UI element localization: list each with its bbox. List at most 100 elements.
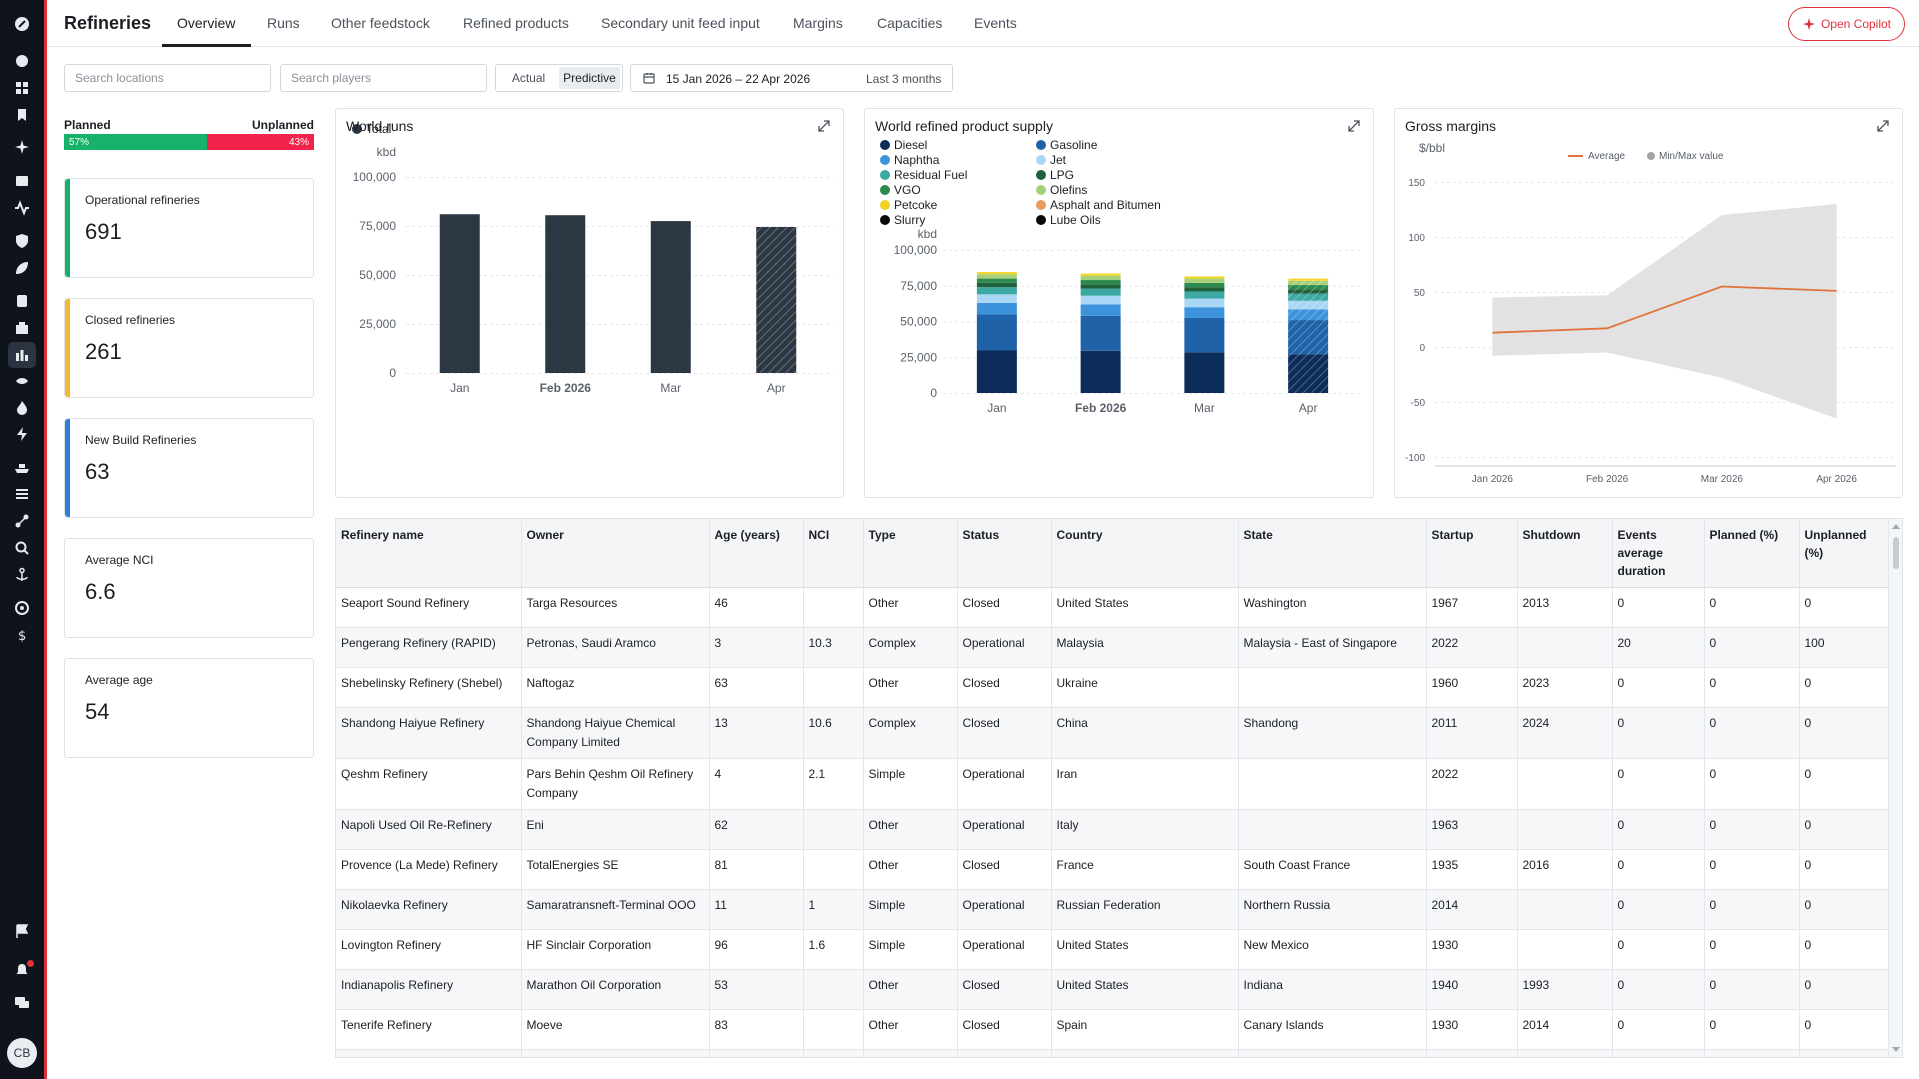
news-icon[interactable] — [8, 168, 36, 194]
bar-segment[interactable] — [1184, 352, 1225, 393]
bar-segment[interactable] — [1184, 317, 1225, 353]
bar-segment[interactable] — [1288, 280, 1329, 286]
anchor-icon[interactable] — [8, 562, 36, 588]
bar-segment[interactable] — [976, 314, 1017, 351]
bar-segment[interactable] — [976, 274, 1017, 279]
shield-icon[interactable] — [8, 228, 36, 254]
bar-segment[interactable] — [1184, 278, 1225, 283]
bar-segment[interactable] — [1288, 289, 1329, 294]
bar-segment[interactable] — [976, 282, 1017, 288]
dollar-icon[interactable]: $ — [8, 622, 36, 648]
date-preset[interactable]: Last 3 months — [866, 72, 942, 86]
table-row[interactable]: Seaport Sound Refinery Targa Resources 46 O… — [336, 587, 1891, 628]
bar-segment[interactable] — [976, 294, 1017, 303]
table-row[interactable]: Indianapolis Refinery Marathon Oil Corpor… — [336, 969, 1891, 1010]
search-players-input[interactable] — [280, 64, 487, 92]
bar-segment[interactable] — [1080, 273, 1121, 276]
list-icon[interactable] — [8, 481, 36, 507]
sparkle-icon[interactable] — [8, 134, 36, 160]
average-line[interactable] — [1492, 285, 1837, 334]
tab-margins[interactable]: Margins — [793, 15, 843, 31]
table-row[interactable]: Shebelinsky Refinery (Shebel) Naftogaz 63 O… — [336, 667, 1891, 708]
bar-segment[interactable] — [1184, 282, 1225, 288]
min-max-band[interactable] — [1492, 204, 1837, 419]
tab-overview[interactable]: Overview — [177, 15, 236, 31]
bar-segment[interactable] — [1184, 291, 1225, 299]
bar-segment[interactable] — [1288, 278, 1329, 281]
bar[interactable] — [439, 214, 480, 373]
expand-icon[interactable] — [1347, 119, 1361, 133]
column-header[interactable]: Type — [863, 519, 958, 588]
bar-segment[interactable] — [1080, 304, 1121, 316]
bar-segment[interactable] — [1080, 315, 1121, 351]
search-locations-input[interactable] — [64, 64, 271, 92]
lng-icon[interactable] — [8, 368, 36, 394]
expand-icon[interactable] — [817, 119, 831, 133]
column-header[interactable]: NCI — [803, 519, 864, 588]
flame-icon[interactable] — [8, 395, 36, 421]
date-range-picker[interactable]: 15 Jan 2026 – 22 Apr 2026 Last 3 months — [630, 64, 953, 92]
barrel-icon[interactable] — [8, 288, 36, 314]
bar-segment[interactable] — [1080, 275, 1121, 281]
column-header[interactable]: State — [1238, 519, 1427, 588]
bar-segment[interactable] — [1288, 300, 1329, 310]
column-header[interactable]: Events average duration — [1612, 519, 1705, 588]
bar[interactable] — [650, 221, 691, 373]
oil-icon[interactable] — [8, 315, 36, 341]
column-header[interactable]: Refinery name — [336, 519, 522, 588]
bar-segment[interactable] — [1288, 285, 1329, 290]
table-row[interactable]: Tenerife Refinery Moeve 83 Other Closed Spain… — [336, 1009, 1891, 1050]
target-icon[interactable] — [8, 595, 36, 621]
globe-icon[interactable] — [8, 48, 36, 74]
bell-icon[interactable] — [8, 957, 36, 983]
tab-runs[interactable]: Runs — [267, 15, 300, 31]
table-scrollbar[interactable] — [1888, 519, 1902, 1057]
table-row[interactable]: Napoli Used Oil Re-Refinery Eni 62 Other Ope… — [336, 809, 1891, 850]
toggle-actual[interactable]: Actual — [511, 71, 546, 85]
expand-icon[interactable] — [1876, 119, 1890, 133]
scroll-up-icon[interactable] — [1892, 524, 1900, 529]
activity-icon[interactable] — [8, 195, 36, 221]
bar-segment[interactable] — [976, 287, 1017, 295]
tab-other-feedstock[interactable]: Other feedstock — [331, 15, 430, 31]
bar-segment[interactable] — [1080, 280, 1121, 285]
bar-segment[interactable] — [976, 278, 1017, 283]
bar-segment[interactable] — [976, 302, 1017, 315]
bar-segment[interactable] — [1080, 288, 1121, 296]
power-icon[interactable] — [8, 421, 36, 447]
flag-icon[interactable] — [8, 918, 36, 944]
avatar[interactable]: CB — [7, 1038, 37, 1068]
tab-events[interactable]: Events — [974, 15, 1017, 31]
table-row[interactable]: Shandong Haiyue Refinery Shandong Haiyue … — [336, 707, 1891, 759]
scroll-down-icon[interactable] — [1892, 1047, 1900, 1052]
search-ship-icon[interactable] — [8, 535, 36, 561]
table-row[interactable]: Provence (La Mede) Refinery TotalEnergies… — [336, 849, 1891, 890]
leaf-icon[interactable] — [8, 255, 36, 281]
bar-segment[interactable] — [1288, 354, 1329, 393]
bookmark-icon[interactable] — [8, 102, 36, 128]
bar-segment[interactable] — [1288, 309, 1329, 321]
column-header[interactable]: Unplanned (%) — [1799, 519, 1891, 588]
tab-refined-products[interactable]: Refined products — [463, 15, 569, 31]
column-header[interactable]: Planned (%) — [1704, 519, 1800, 588]
dashboard-icon[interactable] — [8, 75, 36, 101]
tab-secondary-unit-feed-input[interactable]: Secondary unit feed input — [601, 15, 760, 31]
tab-capacities[interactable]: Capacities — [877, 15, 943, 31]
route-icon[interactable] — [8, 508, 36, 534]
column-header[interactable]: Owner — [521, 519, 710, 588]
chat-icon[interactable] — [8, 990, 36, 1016]
bar[interactable] — [756, 226, 797, 373]
bar-segment[interactable] — [1184, 298, 1225, 308]
bar-segment[interactable] — [1080, 350, 1121, 393]
column-header[interactable]: Startup — [1426, 519, 1518, 588]
bar-segment[interactable] — [1288, 320, 1329, 355]
table-row[interactable]: Lovington Refinery HF Sinclair Corporatio… — [336, 929, 1891, 970]
refinery-icon[interactable] — [8, 342, 36, 368]
bar[interactable] — [545, 215, 586, 373]
bar-segment[interactable] — [1080, 284, 1121, 289]
table-row[interactable]: Nikolaevka Refinery Samaratransneft-Termi… — [336, 889, 1891, 930]
table-row[interactable]: Qeshm Refinery Pars Behin Qeshm Oil Refin… — [336, 758, 1891, 810]
column-header[interactable]: Status — [957, 519, 1052, 588]
column-header[interactable]: Shutdown — [1517, 519, 1613, 588]
bar-segment[interactable] — [1184, 307, 1225, 318]
